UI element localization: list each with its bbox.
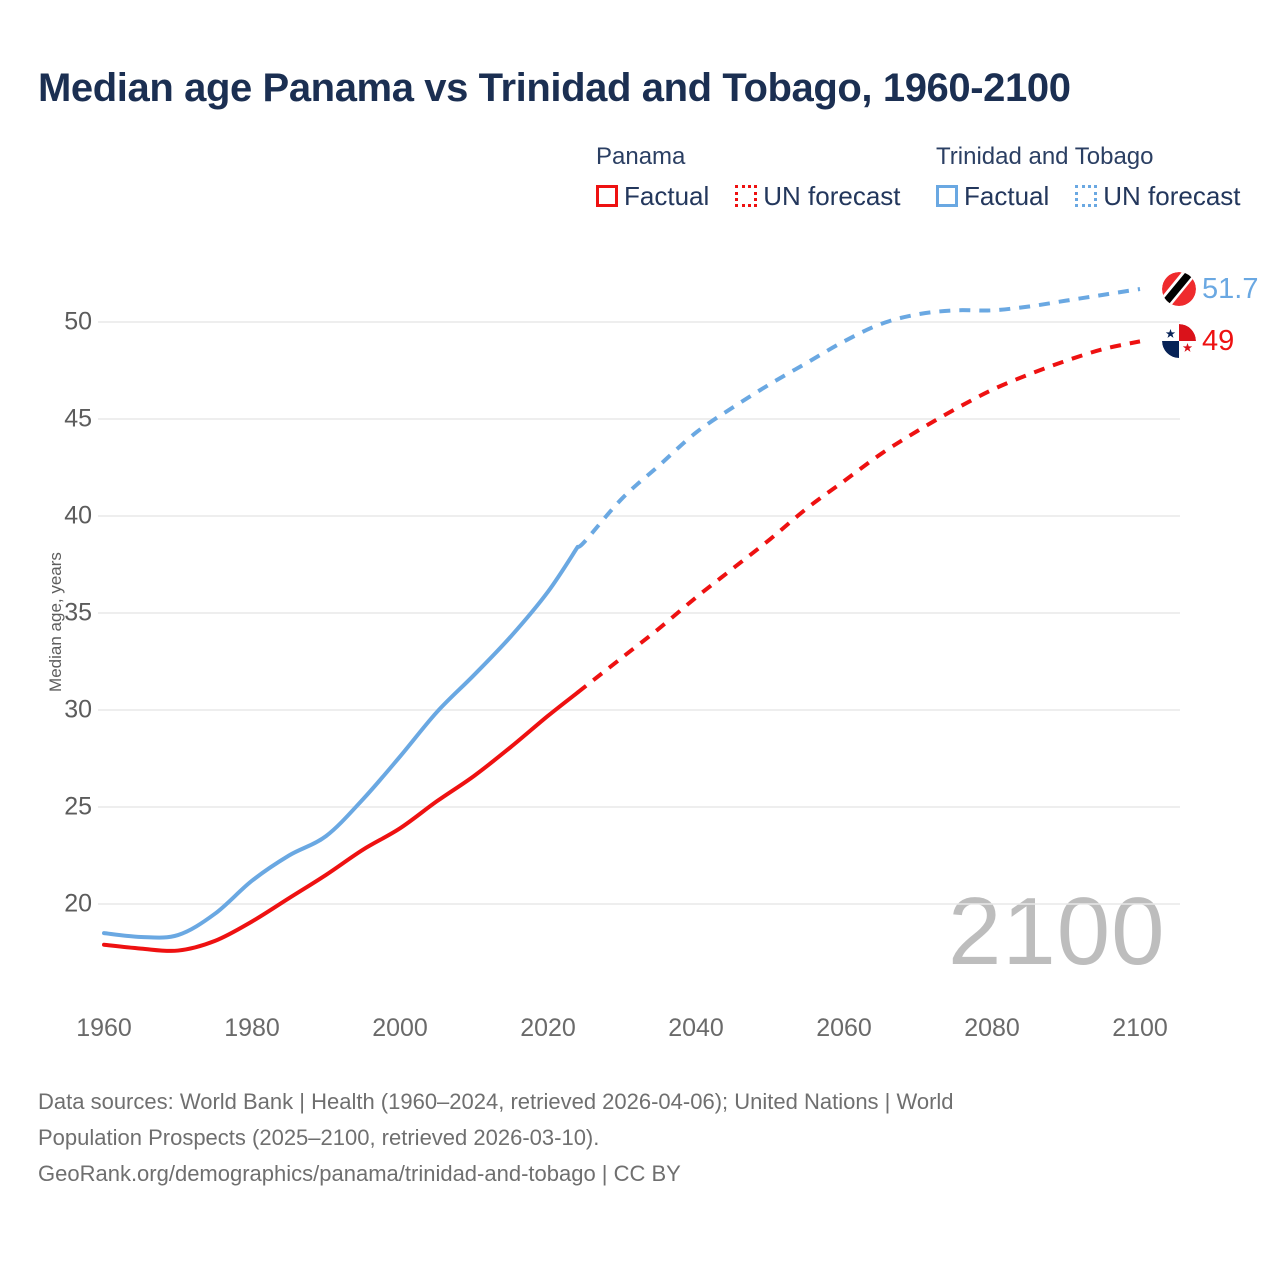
- year-watermark: 2100: [948, 878, 1166, 985]
- endpoint-value-panama: 49: [1202, 324, 1235, 357]
- x-tick-label: 2080: [964, 1014, 1020, 1042]
- y-tick-label: 35: [64, 598, 92, 627]
- legend-item-trinidad-forecast[interactable]: UN forecast: [1075, 181, 1241, 211]
- x-tick-label: 1960: [76, 1014, 132, 1042]
- legend-label-panama-forecast: UN forecast: [763, 181, 901, 211]
- dotted-square-outline-icon: [735, 185, 758, 207]
- x-tick-label: 2060: [816, 1014, 872, 1042]
- footer-line-3: GeoRank.org/demographics/panama/trinidad…: [38, 1161, 681, 1186]
- panama-flag-icon: [1162, 324, 1196, 359]
- legend-item-panama-factual[interactable]: Factual: [596, 182, 709, 210]
- x-tick-label: 1980: [224, 1014, 280, 1042]
- x-tick-label: 2020: [520, 1014, 576, 1042]
- legend-group-panama: Panama Factual UN forecast: [596, 142, 901, 210]
- y-tick-label: 40: [64, 501, 92, 530]
- legend-country-panama: Panama: [596, 143, 686, 170]
- legend-item-trinidad-factual[interactable]: Factual: [936, 182, 1049, 210]
- x-tick-label: 2000: [372, 1014, 428, 1042]
- endpoint-trinidad-and-tobago: 51.7: [1162, 272, 1259, 307]
- legend-country-trinidad-and-tobago: Trinidad and Tobago: [936, 143, 1154, 170]
- solid-square-outline-icon: [596, 185, 618, 207]
- legend-label-trinidad-forecast: UN forecast: [1103, 181, 1241, 211]
- y-tick-label: 20: [64, 889, 92, 918]
- footer-line-2: Population Prospects (2025–2100, retriev…: [38, 1125, 600, 1150]
- dotted-square-outline-icon: [1075, 185, 1098, 207]
- solid-square-outline-icon: [936, 185, 958, 207]
- y-tick-label: 45: [64, 404, 92, 433]
- legend-label-trinidad-factual: Factual: [964, 181, 1050, 211]
- y-tick-label: 30: [64, 695, 92, 724]
- y-tick-label: 50: [64, 307, 92, 336]
- x-tick-label: 2040: [668, 1014, 724, 1042]
- legend-item-panama-forecast[interactable]: UN forecast: [735, 181, 901, 211]
- legend-group-trinidad-and-tobago: Trinidad and Tobago Factual UN forecast: [936, 142, 1241, 210]
- legend-label-panama-factual: Factual: [624, 181, 710, 211]
- chart-legend: Panama Factual UN forecast Trinidad and …: [596, 142, 1256, 222]
- footer-sources: Data sources: World Bank | Health (1960–…: [38, 1084, 1168, 1192]
- trinidad-and-tobago-flag-icon: [1162, 272, 1196, 307]
- page-title: Median age Panama vs Trinidad and Tobago…: [38, 66, 1071, 110]
- y-tick-label: 25: [64, 792, 92, 821]
- endpoint-panama: 49: [1162, 324, 1235, 359]
- y-axis-ticks: 20 25 30 35 40 45 50: [22, 0, 92, 1280]
- x-tick-label: 2100: [1112, 1014, 1168, 1042]
- endpoint-value-trinidad-and-tobago: 51.7: [1202, 272, 1259, 305]
- footer-line-1: Data sources: World Bank | Health (1960–…: [38, 1089, 954, 1114]
